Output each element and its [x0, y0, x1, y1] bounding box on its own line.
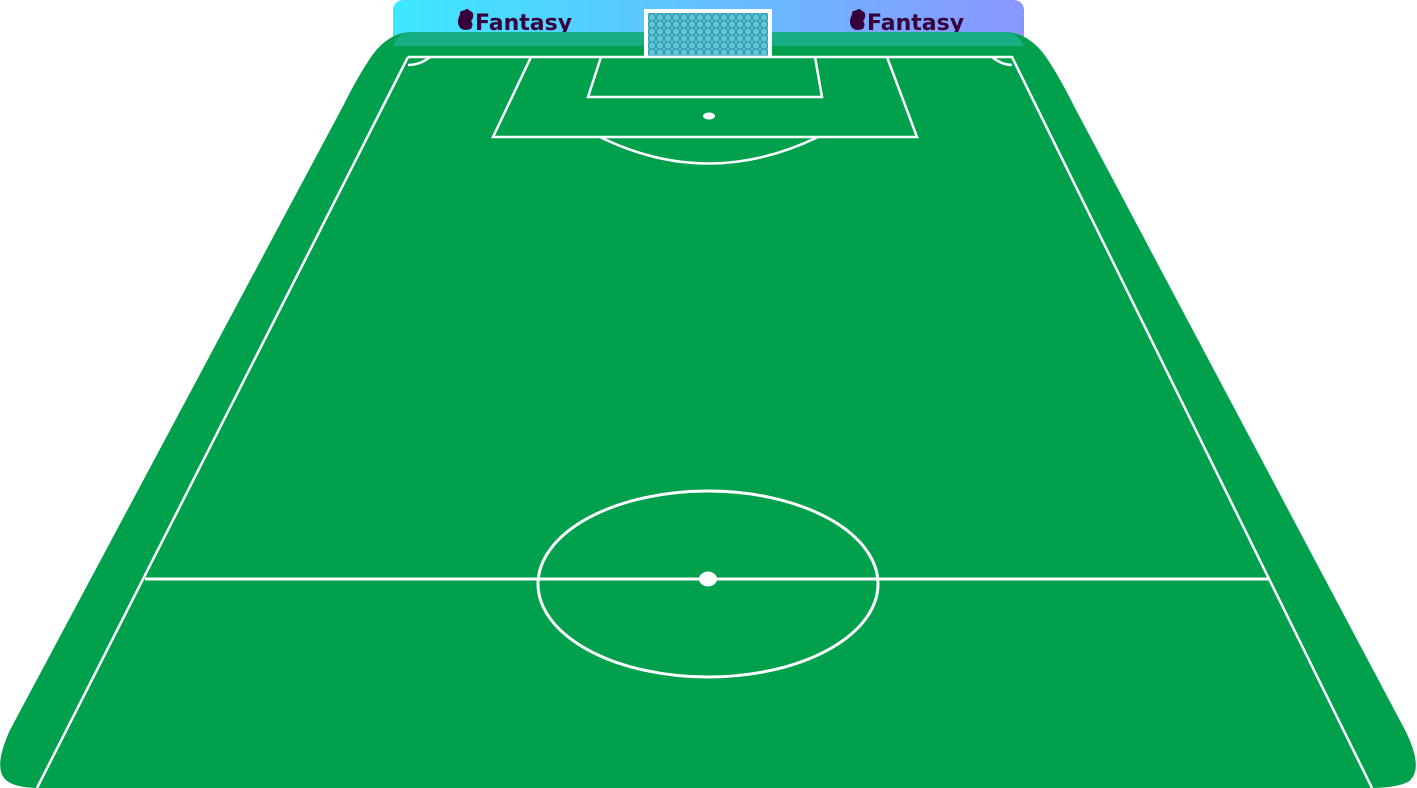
goal-net: [646, 11, 770, 57]
premier-league-lion-icon-left: [458, 9, 474, 30]
centre-spot: [699, 571, 717, 587]
goal-posts: [644, 9, 772, 57]
six-yard-box: [586, 56, 824, 99]
right-brand-text: Fantasy: [867, 11, 964, 36]
touchline-right: [408, 55, 1374, 788]
corner-arc-left: [407, 56, 431, 67]
premier-league-lion-icon-right: [850, 9, 866, 30]
penalty-arc: [599, 135, 819, 165]
penalty-spot: [703, 112, 715, 120]
penalty-area: [491, 56, 919, 139]
pitch-grass: [0, 32, 1416, 788]
corner-arc-right: [991, 56, 1013, 67]
centre-circle: [536, 489, 880, 679]
pitch-markings: [35, 55, 1374, 788]
touchline-left: [35, 56, 410, 788]
left-brand-text: Fantasy: [475, 11, 572, 36]
